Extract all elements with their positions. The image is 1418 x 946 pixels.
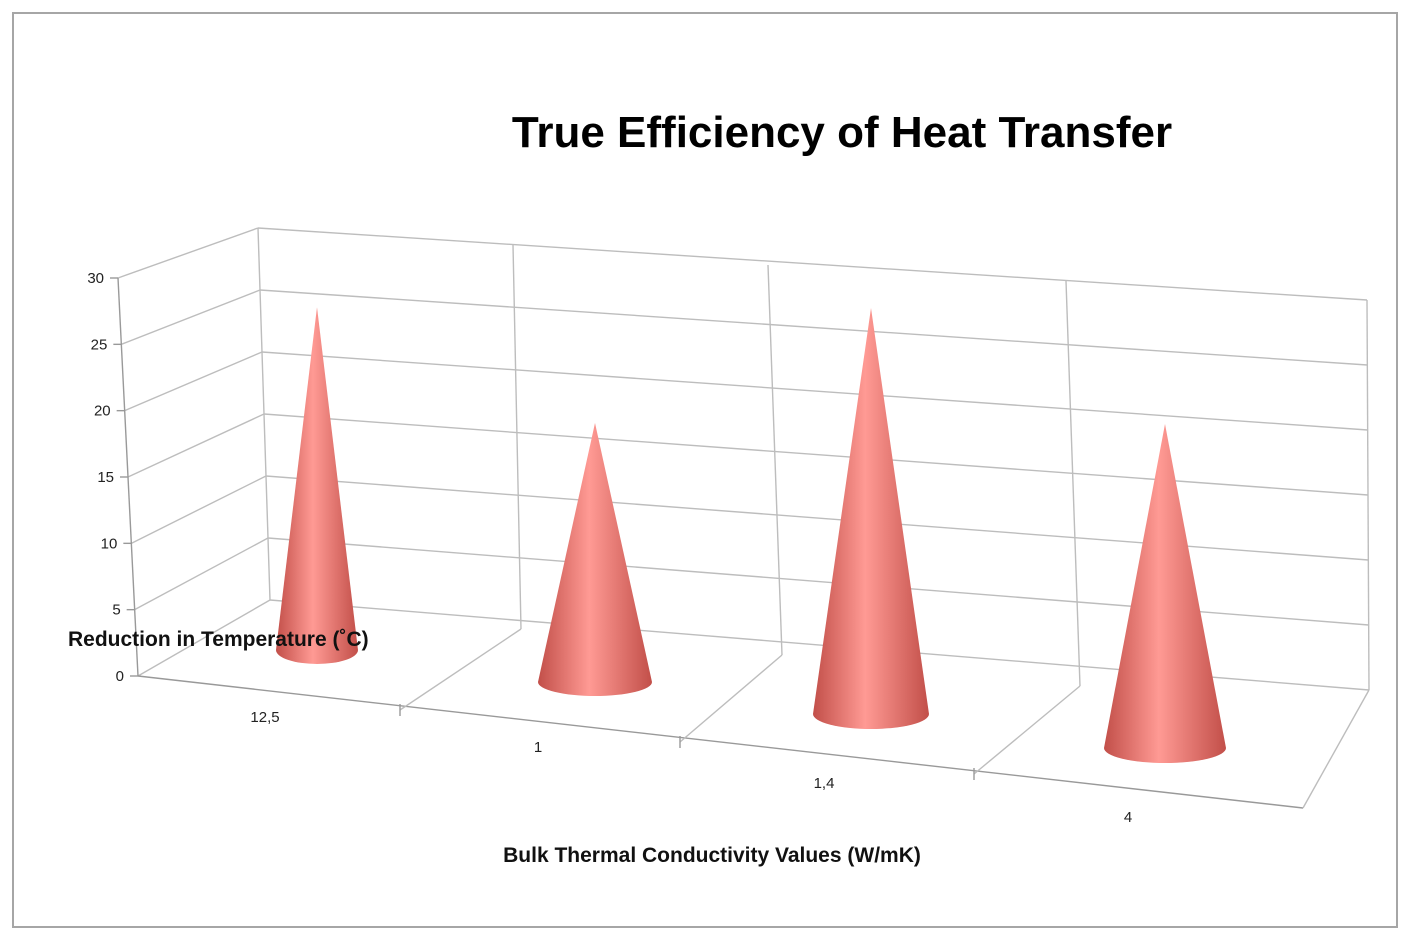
chart-cones [276, 307, 1226, 763]
back-wall-divider [1065, 280, 1081, 687]
cone-body [1104, 424, 1226, 763]
y-tick-label: 30 [87, 270, 104, 287]
floor-divider [679, 654, 783, 743]
back-gridline [259, 289, 1368, 366]
cone-bar [1104, 424, 1226, 763]
y-axis-ticks: 0 5 10 15 20 25 30 [87, 270, 975, 780]
cone-body [276, 307, 358, 664]
side-gridline [117, 227, 259, 279]
y-axis-title: Reduction in Temperature (˚C) [68, 628, 369, 651]
y-tick-label: 20 [94, 403, 111, 420]
back-wall-divider [767, 264, 783, 656]
back-gridline [263, 413, 1369, 496]
back-wall-right-edge [1366, 299, 1370, 691]
x-tick-label: 1,4 [814, 775, 835, 792]
chart-title: True Efficiency of Heat Transfer [512, 108, 1172, 157]
back-gridline [265, 475, 1369, 561]
side-gridline [121, 289, 261, 345]
back-wall-left-edge [257, 227, 271, 601]
cone-body [813, 308, 929, 729]
y-tick-label: 25 [91, 336, 108, 353]
cone-bar [276, 307, 358, 664]
x-tick-label: 12,5 [250, 709, 279, 726]
y-tick-label: 0 [116, 668, 124, 685]
side-gridline [134, 537, 269, 611]
x-axis-title: Bulk Thermal Conductivity Values (W/mK) [503, 844, 921, 867]
cone-body [538, 423, 652, 696]
floor-divider [973, 685, 1081, 775]
y-tick-label: 15 [97, 469, 114, 486]
floor-front-edge [137, 675, 1304, 809]
x-tick-label: 1 [534, 739, 542, 756]
back-gridline [267, 537, 1369, 626]
back-wall-divider [512, 244, 522, 630]
side-gridline [137, 599, 271, 677]
x-tick-label: 4 [1124, 809, 1132, 826]
side-gridline [127, 413, 265, 478]
cone-bar [813, 308, 929, 729]
y-tick-label: 10 [101, 535, 118, 552]
back-gridline [261, 351, 1368, 431]
cone-bar [538, 423, 652, 696]
y-tick-label: 5 [112, 602, 120, 619]
floor-divider [399, 628, 522, 711]
side-gridline [131, 475, 267, 544]
floor-right-edge [1302, 689, 1370, 809]
x-axis-ticks: 12,5 1 1,4 4 [250, 709, 1132, 826]
side-gridline [124, 351, 263, 412]
back-gridline [257, 227, 1368, 301]
